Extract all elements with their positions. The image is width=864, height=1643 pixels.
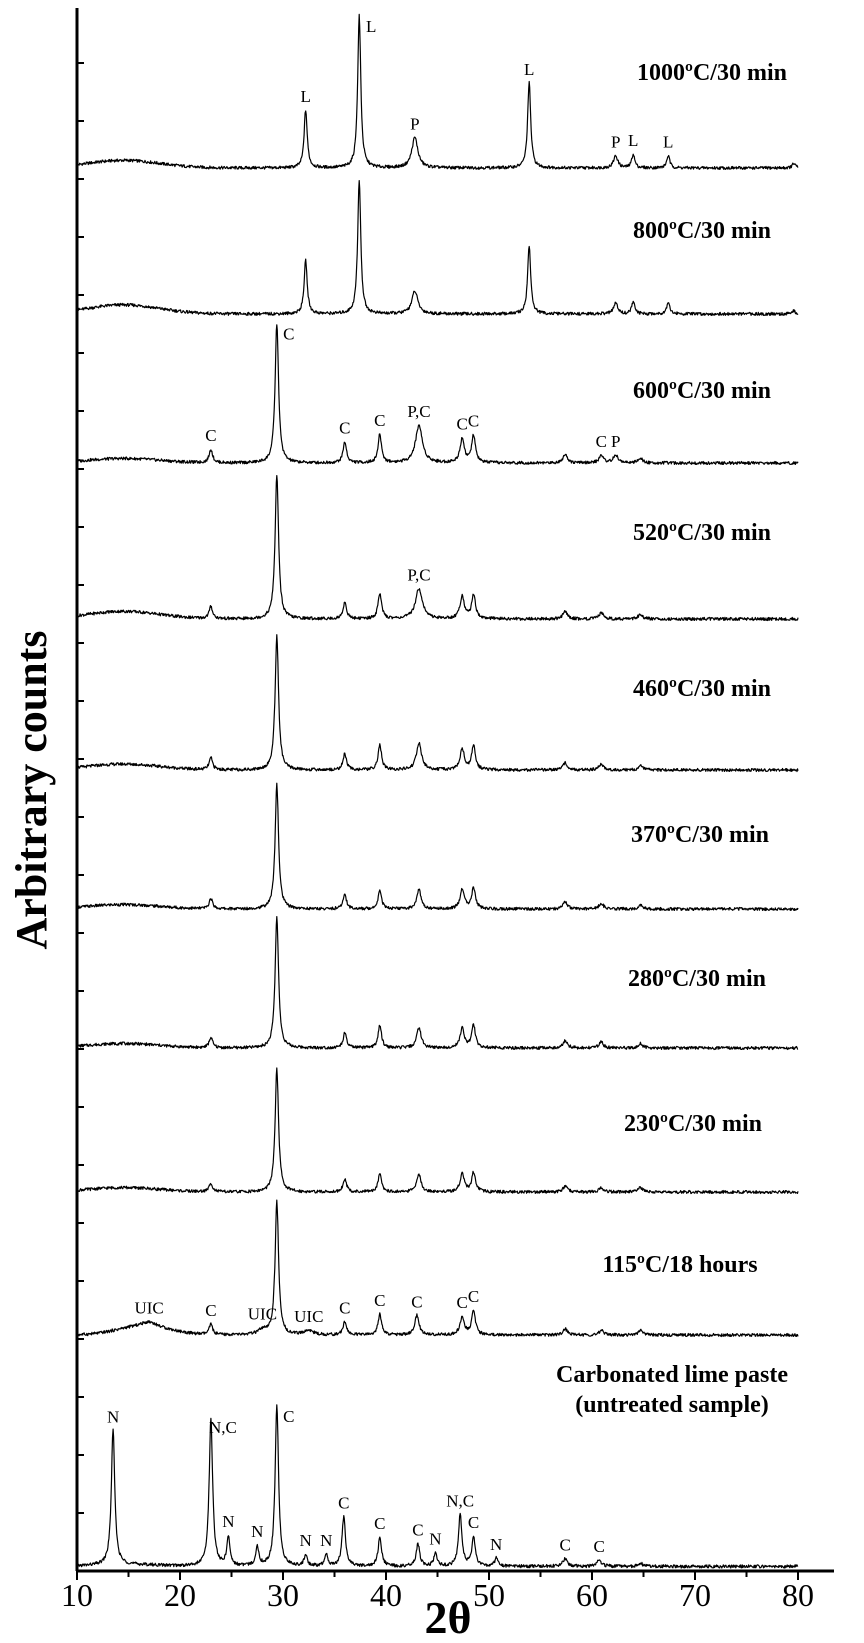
peak-label: C [374,1514,385,1533]
peak-label: N [107,1408,119,1427]
series-label: Carbonated lime paste (untreated sample) [556,1362,788,1418]
peak-label: L [663,133,673,152]
series-trace [76,634,799,773]
series-trace [76,324,799,465]
series-trace [76,180,799,316]
x-axis-title: 2θ [424,1592,471,1643]
peak-label: L [524,60,534,79]
traces-group [76,13,799,1569]
x-tick-label: 70 [679,1577,711,1613]
x-ticks-group: 10 20 30 40 50 60 70 80 [61,1571,814,1613]
peak-label: N [429,1530,441,1549]
series-label: 800ºC/30 min [633,218,771,244]
series-label: 115ºC/18 hours [602,1252,757,1278]
peak-label: C [283,324,294,343]
axes-group [75,8,834,1573]
peak-label: UIC [134,1299,163,1318]
peak-label: C [411,1292,422,1311]
peak-label: N [222,1512,234,1531]
peak-label: UIC [248,1305,277,1324]
peak-label: C [205,1301,216,1320]
peak-label: C [412,1521,423,1540]
peak-label: L [301,87,311,106]
series-label: 460ºC/30 min [633,676,771,702]
series-trace [76,13,799,170]
series-trace [76,1067,799,1195]
peak-label: C [560,1535,571,1554]
peak-label: C [594,1537,605,1556]
series-label: 280ºC/30 min [628,966,766,992]
series-label: 520ºC/30 min [633,520,771,546]
peak-label: C [339,419,350,438]
peak-label: P [611,432,620,451]
peak-label: C [338,1493,349,1512]
x-tick-label: 50 [473,1577,505,1613]
peak-label: C [374,1291,385,1310]
peak-label: N [320,1531,332,1550]
x-tick-label: 40 [370,1577,402,1613]
peak-label: C [283,1407,294,1426]
series-trace [76,1404,799,1569]
x-tick-label: 80 [782,1577,814,1613]
series-label: 1000ºC/30 min [637,60,787,86]
peak-label: C [374,411,385,430]
series-label: 370ºC/30 min [631,822,769,848]
peak-label: C [468,1287,479,1306]
x-tick-label: 60 [576,1577,608,1613]
peak-label: C [205,426,216,445]
peak-label: C [468,1513,479,1532]
series-labels-group: 1000ºC/30 min 800ºC/30 min 600ºC/30 min 520… [556,60,788,1418]
peak-label: P [410,114,419,133]
x-tick-label: 30 [267,1577,299,1613]
x-tick-label: 10 [61,1577,93,1613]
peak-label: C [468,412,479,431]
peak-label: UIC [294,1307,323,1326]
peak-label: N [251,1522,263,1541]
peak-label: P [611,133,620,152]
peak-label: L [366,17,376,36]
series-trace [76,782,799,912]
series-label: 230ºC/30 min [624,1111,762,1137]
peak-label: P,C [407,565,430,584]
peak-label: C [457,1293,468,1312]
peak-label: C [596,432,607,451]
series-trace [76,915,799,1051]
series-label: 600ºC/30 min [633,378,771,404]
y-axis-title: Arbitrary counts [7,631,56,950]
series-trace [76,475,799,622]
peak-label: N [490,1535,502,1554]
peak-label: N,C [446,1491,474,1510]
peak-label: L [628,131,638,150]
peak-label: C [457,415,468,434]
x-tick-label: 20 [164,1577,196,1613]
peak-label: N [300,1531,312,1550]
peak-label: P,C [407,402,430,421]
peak-label: C [339,1298,350,1317]
peak-label: N,C [209,1418,237,1437]
y-ticks-group [77,62,84,1572]
series-trace [76,1199,799,1338]
